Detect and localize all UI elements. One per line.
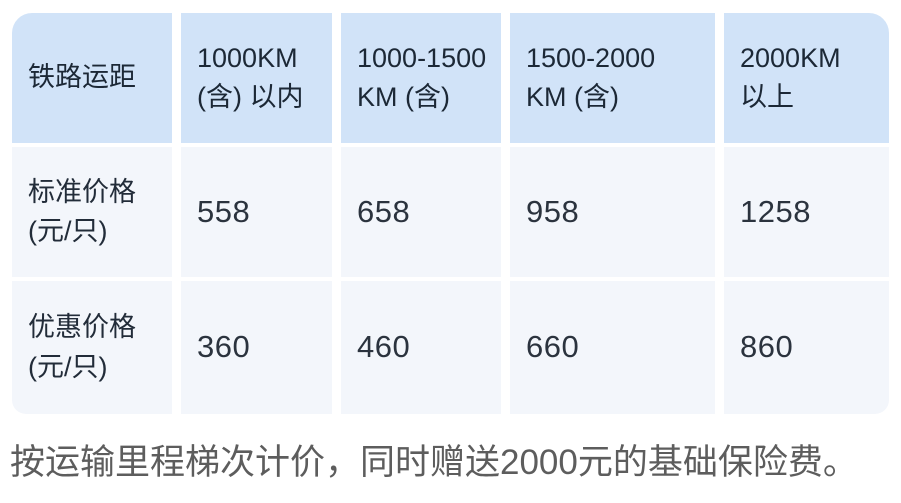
header-cell-rail-distance: 铁路运距: [12, 13, 172, 143]
header-cell-under-1000km: 1000KM (含) 以内: [181, 13, 332, 143]
standard-price-value-cell: 1258: [724, 147, 889, 277]
standard-price-value-cell: 658: [341, 147, 501, 277]
standard-price-label-cell: 标准价格 (元/只): [12, 147, 172, 277]
header-cell-1500-2000km: 1500-2000 KM (含): [510, 13, 715, 143]
header-cell-1000-1500km: 1000-1500 KM (含): [341, 13, 501, 143]
discount-price-value-cell: 860: [724, 281, 889, 414]
standard-price-value-cell: 958: [510, 147, 715, 277]
discount-price-value-cell: 460: [341, 281, 501, 414]
discount-price-value-cell: 360: [181, 281, 332, 414]
standard-price-value-cell: 558: [181, 147, 332, 277]
footer-note: 按运输里程梯次计价，同时赠送2000元的基础保险费。: [10, 443, 858, 482]
discount-price-value-cell: 660: [510, 281, 715, 414]
price-table: 铁路运距 1000KM (含) 以内 1000-1500 KM (含) 1500…: [12, 13, 889, 414]
discount-price-label-cell: 优惠价格 (元/只): [12, 281, 172, 414]
header-cell-over-2000km: 2000KM 以上: [724, 13, 889, 143]
